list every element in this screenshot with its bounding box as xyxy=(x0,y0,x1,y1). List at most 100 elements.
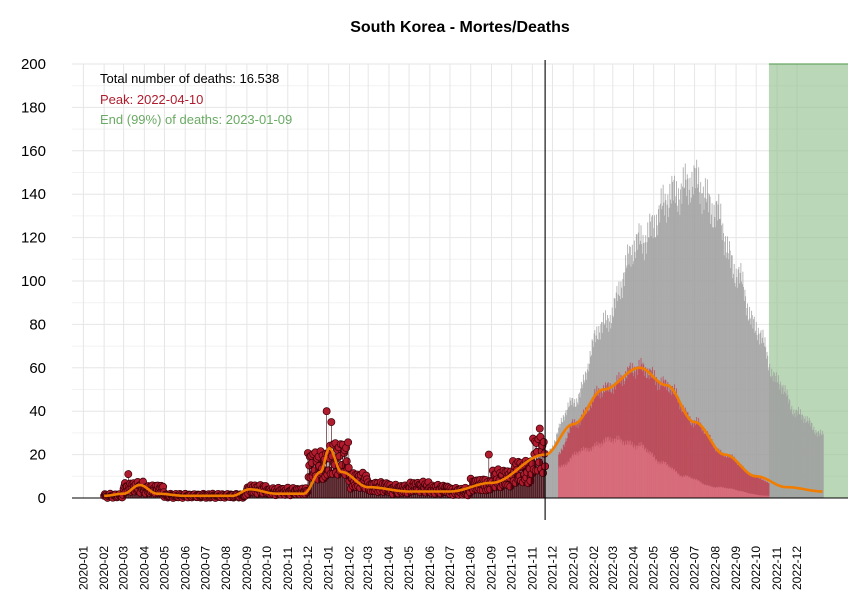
forecast-lower-bar xyxy=(641,447,643,498)
forecast-upper-bar xyxy=(699,203,701,498)
forecast-lower-bar xyxy=(593,449,594,498)
forecast-lower-bar xyxy=(614,438,616,498)
forecast-median-bar xyxy=(757,476,759,498)
forecast-lower-bar xyxy=(727,488,729,498)
forecast-upper-bar xyxy=(740,262,742,498)
forecast-lower-bar xyxy=(623,440,625,498)
forecast-lower-bar xyxy=(639,446,641,498)
forecast-median-bar xyxy=(635,378,637,498)
forecast-median-bar xyxy=(678,400,680,498)
forecast-upper-bar xyxy=(737,269,739,498)
x-tick-label: 2021-05 xyxy=(402,546,416,590)
forecast-upper-bar xyxy=(785,396,787,498)
forecast-lower-bar xyxy=(756,494,758,498)
x-tick-label: 2022-03 xyxy=(606,546,620,590)
forecast-median-bar xyxy=(728,457,730,498)
forecast-upper-bar xyxy=(794,417,796,498)
x-axis-ticks: 2020-01 2020-02 2020-03 2020-04 2020-05 2020-… xyxy=(76,546,804,590)
forecast-median-bar xyxy=(621,385,623,498)
forecast-lower-bar xyxy=(736,490,738,498)
forecast-median-bar xyxy=(649,369,651,498)
forecast-upper-bar xyxy=(717,204,719,498)
forecast-lower-bar xyxy=(600,443,602,498)
forecast-upper-bar xyxy=(655,214,657,498)
forecast-median-bar xyxy=(692,423,694,498)
forecast-median-bar xyxy=(681,412,683,498)
forecast-upper-bar xyxy=(730,268,732,498)
forecast-upper-bar xyxy=(756,335,758,498)
forecast-lower-bar xyxy=(669,465,671,498)
y-tick-label: 60 xyxy=(29,360,46,377)
forecast-median-bar xyxy=(718,448,720,498)
forecast-lower-bar xyxy=(597,446,599,498)
forecast-median-bar xyxy=(706,435,708,498)
forecast-median-bar xyxy=(737,465,738,498)
forecast-upper-bar xyxy=(748,319,750,498)
forecast-lower-bar xyxy=(564,464,566,498)
forecast-upper-bar xyxy=(788,403,789,498)
forecast-upper-bar xyxy=(761,337,763,498)
y-tick-label: 100 xyxy=(21,273,46,290)
forecast-upper-bar xyxy=(758,333,760,498)
forecast-lower-bar xyxy=(624,444,626,498)
forecast-median-bar xyxy=(763,480,765,498)
forecast-median-bar xyxy=(661,384,663,498)
forecast-median-bar xyxy=(666,389,667,498)
forecast-upper-bar xyxy=(552,445,554,498)
forecast-upper-bar xyxy=(816,436,818,498)
forecast-upper-bar xyxy=(702,193,704,498)
forecast-upper-bar xyxy=(551,448,553,498)
forecast-median-bar xyxy=(693,421,695,498)
forecast-median-bar xyxy=(652,377,654,498)
forecast-lower-bar xyxy=(576,452,578,498)
forecast-median-bar xyxy=(651,366,653,498)
forecast-median-bar xyxy=(688,419,690,498)
forecast-upper-bar xyxy=(677,211,679,498)
forecast-upper-bar xyxy=(815,430,817,498)
forecast-median-bar xyxy=(680,403,682,498)
forecast-lower-bar xyxy=(608,441,610,498)
forecast-upper-bar xyxy=(728,259,730,498)
forecast-median-bar xyxy=(622,379,624,498)
forecast-median-bar xyxy=(651,370,653,498)
forecast-upper-bar xyxy=(714,217,716,498)
forecast-upper-bar xyxy=(667,194,669,498)
forecast-lower-bar xyxy=(724,487,726,498)
forecast-lower-bar xyxy=(565,463,567,498)
forecast-lower-bar xyxy=(649,450,651,498)
forecast-lower-bar xyxy=(765,495,767,498)
forecast-upper-bar xyxy=(733,263,735,498)
forecast-lower-bar xyxy=(700,482,702,498)
forecast-upper-bar xyxy=(771,375,773,498)
forecast-upper-bar xyxy=(688,204,690,498)
forecast-upper-bar xyxy=(680,183,682,498)
forecast-upper-bar xyxy=(690,202,692,498)
forecast-median-bar xyxy=(685,410,687,498)
forecast-lower-bar xyxy=(605,438,607,498)
forecast-lower-bar xyxy=(570,459,572,498)
forecast-median-bar xyxy=(701,431,703,498)
x-tick-label: 2022-04 xyxy=(627,546,641,590)
forecast-lower-bar xyxy=(655,459,657,498)
forecast-upper-bar xyxy=(805,423,807,498)
x-tick-label: 2021-12 xyxy=(545,546,559,590)
forecast-upper-bar xyxy=(750,324,752,498)
forecast-median-bar xyxy=(731,455,732,498)
forecast-lower-bar xyxy=(752,494,754,498)
forecast-lower-bar xyxy=(719,487,721,498)
forecast-lower-bar xyxy=(568,462,570,498)
forecast-median-bar xyxy=(719,453,721,498)
forecast-lower-bar xyxy=(569,458,571,498)
forecast-upper-bar xyxy=(546,453,548,498)
forecast-lower-bar xyxy=(660,463,661,498)
observed-point xyxy=(344,438,353,447)
forecast-upper-bar xyxy=(813,426,815,498)
forecast-lower-bar xyxy=(670,467,671,498)
forecast-median-bar xyxy=(703,433,705,498)
forecast-median-bar xyxy=(618,372,620,498)
forecast-lower-bar xyxy=(579,453,581,498)
forecast-lower-bar xyxy=(653,455,655,498)
forecast-upper-bar xyxy=(670,203,672,498)
forecast-median-bar xyxy=(750,476,752,498)
forecast-lower-bar xyxy=(598,442,600,498)
